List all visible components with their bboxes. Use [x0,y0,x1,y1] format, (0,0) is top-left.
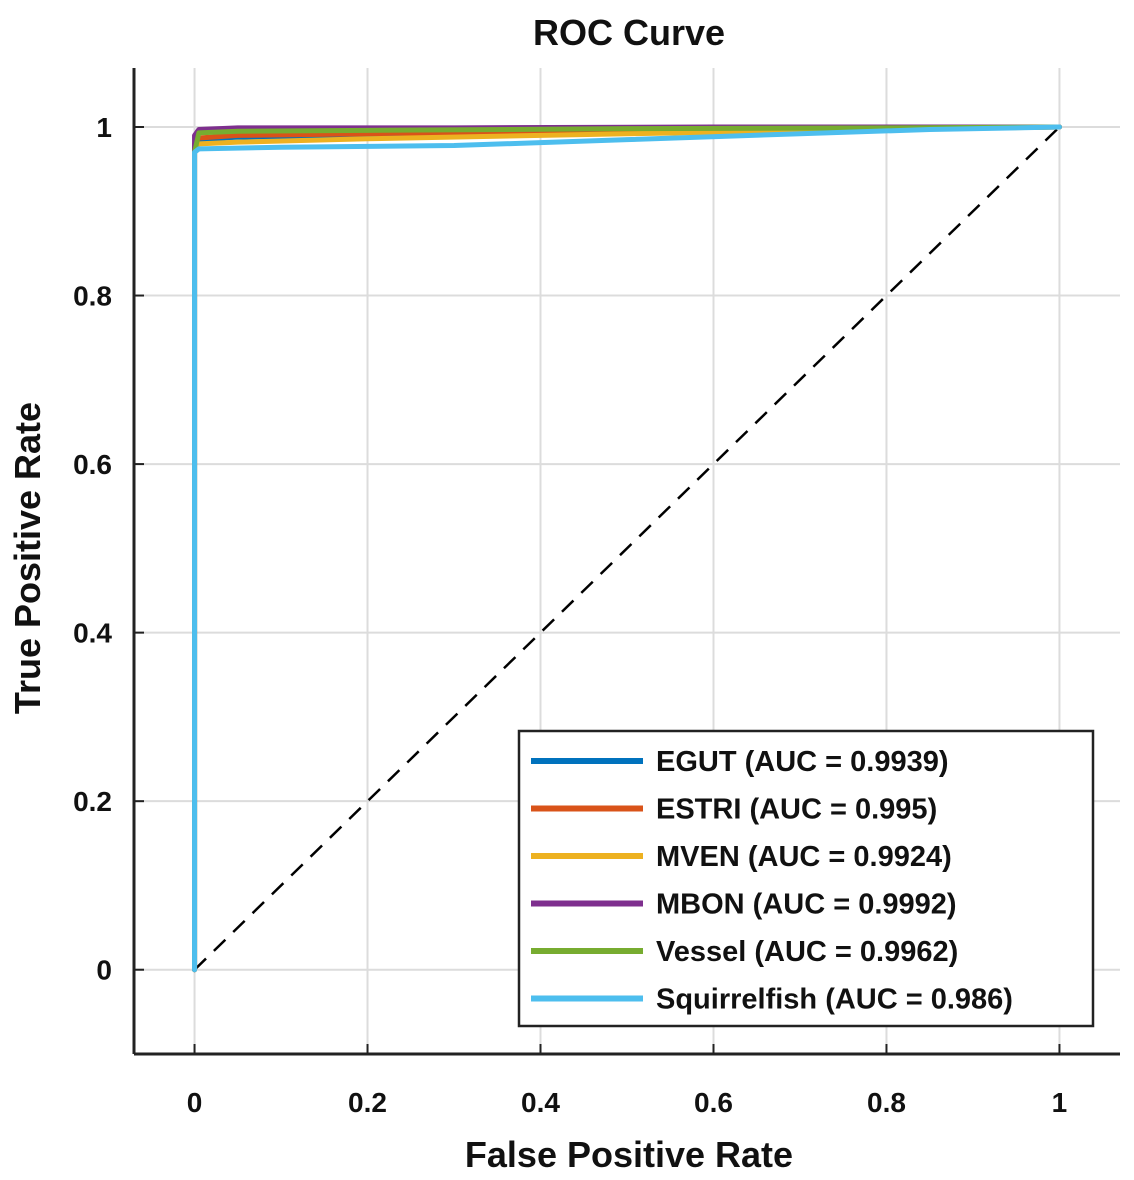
y-tick-label-4: 0.8 [73,281,112,312]
y-tick-label-1: 0.2 [73,786,112,817]
roc-series [192,124,1062,973]
x-tick-label-4: 0.8 [867,1087,906,1118]
legend: EGUT (AUC = 0.9939) ESTRI (AUC = 0.995) MV… [517,729,1095,1028]
grid [134,68,1120,1054]
legend-box [517,729,1095,1028]
legend-label-estri: ESTRI (AUC = 0.995) [656,794,937,826]
chance-diagonal [193,126,1061,971]
chart-title: ROC Curve [533,12,725,53]
y-tick-label-0: 0 [96,955,112,986]
legend-label-egut: EGUT (AUC = 0.9939) [656,746,949,778]
legend-label-vessel: Vessel (AUC = 0.9962) [656,936,958,968]
y-tick-label-2: 0.4 [73,618,112,649]
x-tick-label-1: 0.2 [348,1087,387,1118]
y-tick-label-5: 1 [96,112,112,143]
legend-label-mven: MVEN (AUC = 0.9924) [656,841,952,873]
x-tick-label-2: 0.4 [521,1087,560,1118]
x-tick-label-5: 1 [1052,1087,1068,1118]
y-axis-label: True Positive Rate [7,402,48,714]
y-tick-label-3: 0.6 [73,449,112,480]
legend-label-mbon: MBON (AUC = 0.9992) [656,889,957,921]
x-axis-label: False Positive Rate [465,1134,793,1175]
tick-labels: 0 0.2 0.4 0.6 0.8 1 0 0.2 0.4 0.6 0.8 1 [73,112,1067,1118]
axes [132,68,1120,1056]
x-tick-label-3: 0.6 [694,1087,733,1118]
legend-label-squirrelfish: Squirrelfish (AUC = 0.986) [656,984,1013,1016]
series-line-squirrelfish [192,124,1062,973]
x-tick-label-0: 0 [187,1087,203,1118]
